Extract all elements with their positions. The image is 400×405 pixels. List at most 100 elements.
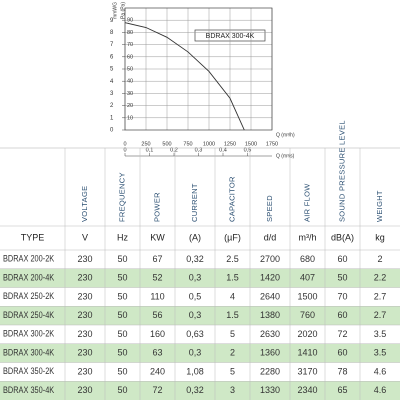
cell: 0,5 <box>189 291 202 301</box>
y-tick-label: 60 <box>127 54 133 60</box>
cell: 2020 <box>297 329 317 339</box>
y-tick-label: 80 <box>127 30 133 36</box>
type-cell: BDRAX 200-2K <box>3 254 55 264</box>
cell: 1410 <box>297 348 317 358</box>
column-header: SPEED <box>265 195 274 222</box>
cell: 2 <box>377 254 382 264</box>
cell: 760 <box>300 310 315 320</box>
cell: 50 <box>117 254 127 264</box>
column-header: SOUND PRESSURE LEVEL <box>337 120 346 222</box>
column-header: VOLTAGE <box>80 186 89 222</box>
column-header: CAPACITOR <box>227 176 236 222</box>
column-header: CURRENT <box>190 183 199 222</box>
type-cell: BDRAX 300-2K <box>3 329 55 339</box>
column-header: WEIGHT <box>375 190 384 222</box>
cell: 50 <box>117 310 127 320</box>
cell: 63 <box>152 348 162 358</box>
y-axis-label: Pa (Pa) <box>120 2 126 19</box>
type-cell: BDRAX 300-4K <box>3 348 55 358</box>
cell: 2.7 <box>374 310 387 320</box>
cell: 230 <box>77 348 92 358</box>
type-header: TYPE <box>21 232 45 242</box>
cell: 50 <box>117 348 127 358</box>
cell: 230 <box>77 254 92 264</box>
cell: 72 <box>152 385 162 395</box>
cell: 50 <box>117 273 127 283</box>
y-tick-label: 40 <box>127 79 133 85</box>
y2-tick-label: 5 <box>110 67 114 73</box>
cell: 230 <box>77 385 92 395</box>
cell: 1330 <box>260 385 280 395</box>
cell: 230 <box>77 329 92 339</box>
cell: 2340 <box>297 385 317 395</box>
cell: 5 <box>230 366 235 376</box>
cell: 2.5 <box>226 254 239 264</box>
y2-tick-label: 0 <box>110 128 114 134</box>
x-tick-label: 500 <box>162 141 171 147</box>
cell: 1.5 <box>226 273 239 283</box>
cell: 0,32 <box>186 385 204 395</box>
cell: 3.5 <box>374 329 387 339</box>
unit: kg <box>375 232 385 242</box>
cell: 50 <box>117 366 127 376</box>
column-header: FREQUENCY <box>117 172 126 222</box>
unit: V <box>82 232 88 242</box>
x-tick-label: 750 <box>183 141 192 147</box>
x2-tick-label: 0,3 <box>195 147 203 153</box>
type-cell: BDRAX 200-4K <box>3 273 55 283</box>
cell: 50 <box>117 385 127 395</box>
cell: 2280 <box>260 366 280 376</box>
y-tick-label: 90 <box>127 18 133 24</box>
cell: 2630 <box>260 329 280 339</box>
cell: 0,3 <box>189 348 202 358</box>
unit: KW <box>150 232 165 242</box>
x2-axis-label: Q (m³/s) <box>276 153 295 159</box>
cell: 240 <box>150 366 165 376</box>
cell: 72 <box>337 329 347 339</box>
cell: 78 <box>337 366 347 376</box>
x-tick-label: 1000 <box>203 141 215 147</box>
x2-tick-label: 0,4 <box>219 147 227 153</box>
x2-tick-label: 0,2 <box>170 147 178 153</box>
cell: 65 <box>337 385 347 395</box>
x-tick-label: 1500 <box>245 141 257 147</box>
type-cell: BDRAX 250-2K <box>3 292 55 302</box>
cell: 5 <box>230 329 235 339</box>
x2-tick-label: 0,1 <box>146 147 154 153</box>
cell: 230 <box>77 291 92 301</box>
x-axis-label: Q (m³/h) <box>276 132 295 138</box>
y2-tick-label: 1 <box>110 115 114 121</box>
cell: 230 <box>77 310 92 320</box>
y-tick-label: 20 <box>127 103 133 109</box>
row-band <box>0 343 400 363</box>
cell: 50 <box>117 291 127 301</box>
x2-tick-label: 0 <box>123 147 126 153</box>
unit: (µF) <box>224 232 241 242</box>
cell: 1,08 <box>186 366 204 376</box>
unit: d/d <box>264 232 277 242</box>
x-tick-label: 1250 <box>224 141 236 147</box>
cell: 3.5 <box>374 348 387 358</box>
x-tick-label: 1750 <box>266 141 278 147</box>
curve <box>124 22 245 131</box>
cell: 0,63 <box>186 329 204 339</box>
unit: Hz <box>117 232 128 242</box>
y2-tick-label: 2 <box>110 103 114 109</box>
cell: 50 <box>337 273 347 283</box>
y2-tick-label: 7 <box>110 42 114 48</box>
cell: 50 <box>117 329 127 339</box>
cell: 4 <box>230 291 235 301</box>
cell: 3170 <box>297 366 317 376</box>
cell: 1380 <box>260 310 280 320</box>
y2-tick-label: 4 <box>110 79 114 85</box>
cell: 2 <box>230 348 235 358</box>
y-tick-label: 10 <box>127 115 133 121</box>
cell: 4.6 <box>374 366 387 376</box>
cell: 2.2 <box>374 273 387 283</box>
cell: 230 <box>77 366 92 376</box>
cell: 56 <box>152 310 162 320</box>
type-cell: BDRAX 350-4K <box>3 385 55 395</box>
cell: 0,32 <box>186 254 204 264</box>
